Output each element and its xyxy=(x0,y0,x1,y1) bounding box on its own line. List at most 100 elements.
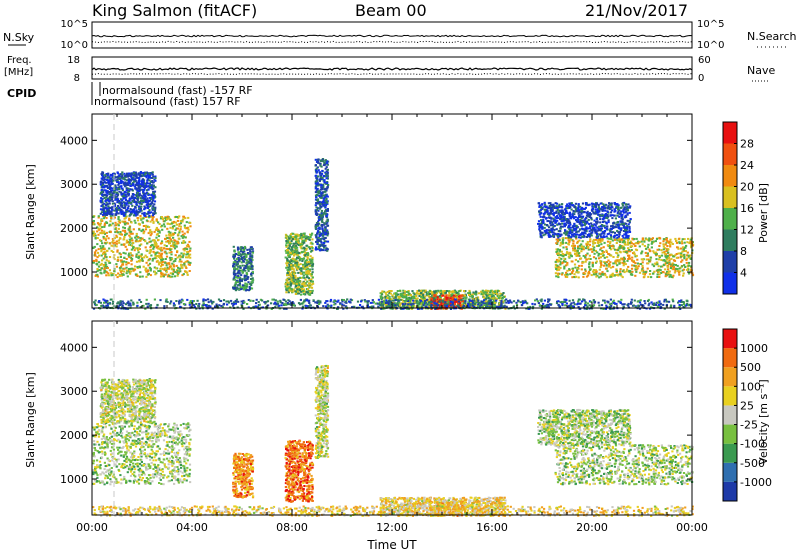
heatmap-cell xyxy=(248,257,251,260)
heatmap-cell xyxy=(154,206,157,209)
heatmap-cell xyxy=(243,258,246,261)
heatmap-cell xyxy=(662,240,665,243)
heatmap-cell xyxy=(122,251,125,254)
heatmap-cell xyxy=(288,263,291,266)
heatmap-cell xyxy=(302,293,305,295)
heatmap-cell xyxy=(658,273,661,276)
heatmap-cell xyxy=(148,216,151,219)
heatmap-cell xyxy=(146,207,150,209)
heatmap-cell xyxy=(189,225,192,228)
heatmap-cell xyxy=(183,248,186,251)
heatmap-cell xyxy=(574,266,577,269)
heatmap-cell xyxy=(100,205,103,208)
heatmap-cell xyxy=(314,234,317,237)
heatmap-cell xyxy=(287,285,290,288)
heatmap-cell xyxy=(187,216,190,219)
heatmap-cell xyxy=(128,270,131,273)
heatmap-cell xyxy=(123,270,126,273)
heatmap-cell xyxy=(326,249,329,252)
heatmap-cell xyxy=(111,187,114,190)
heatmap-cell xyxy=(416,292,419,295)
heatmap-cell xyxy=(251,279,254,282)
heatmap-cell xyxy=(130,183,133,186)
heatmap-cell xyxy=(175,227,178,230)
heatmap-cell xyxy=(441,290,445,293)
heatmap-cell xyxy=(304,237,307,240)
heatmap-cell xyxy=(126,182,129,185)
heatmap-cell xyxy=(118,219,121,222)
heatmap-cell xyxy=(307,246,310,249)
heatmap-cell xyxy=(415,297,418,300)
heatmap-cell xyxy=(600,263,603,266)
heatmap-cell xyxy=(572,242,575,245)
heatmap-cell xyxy=(135,195,138,197)
heatmap-cell xyxy=(649,256,652,259)
heatmap-cell xyxy=(170,253,173,256)
heatmap-cell xyxy=(291,271,294,274)
heatmap-cell xyxy=(234,283,237,286)
heatmap-cell xyxy=(554,272,557,275)
heatmap-cell xyxy=(167,267,170,270)
heatmap-cell xyxy=(165,262,168,265)
heatmap-cell xyxy=(145,182,149,185)
heatmap-cell xyxy=(159,257,162,260)
heatmap-cell xyxy=(136,236,139,238)
heatmap-cell xyxy=(109,174,112,177)
heatmap-cell xyxy=(153,178,156,181)
heatmap-cell xyxy=(119,253,122,256)
heatmap-cell xyxy=(493,301,496,304)
heatmap-cell xyxy=(601,239,604,242)
heatmap-cell xyxy=(324,187,327,190)
heatmap-cell xyxy=(143,187,146,190)
heatmap-cell xyxy=(104,255,107,258)
heatmap-cell xyxy=(107,205,110,208)
heatmap-cell xyxy=(149,234,152,237)
heatmap-cell xyxy=(493,303,496,306)
heatmap-cell xyxy=(433,295,436,298)
heatmap-cell xyxy=(320,232,323,235)
heatmap-cell xyxy=(182,239,185,242)
heatmap-cell xyxy=(235,264,238,267)
heatmap-cell xyxy=(182,235,185,238)
heatmap-cell xyxy=(672,266,676,268)
heatmap-cell xyxy=(232,253,235,256)
heatmap-cell xyxy=(173,239,176,242)
heatmap-cell xyxy=(236,246,240,249)
heatmap-cell xyxy=(484,300,487,303)
heatmap-cell xyxy=(143,188,146,191)
heatmap-cell xyxy=(100,197,103,200)
heatmap-cell xyxy=(167,230,170,233)
heatmap-cell xyxy=(314,191,317,194)
heatmap-cell xyxy=(320,209,323,212)
heatmap-cell xyxy=(174,221,177,224)
heatmap-cell xyxy=(145,224,148,227)
heatmap-cell xyxy=(112,179,115,182)
heatmap-cell xyxy=(402,300,405,303)
heatmap-cell xyxy=(102,213,105,216)
heatmap-cell xyxy=(150,197,153,200)
heatmap-cell xyxy=(116,249,119,252)
heatmap-cell xyxy=(326,181,329,183)
heatmap-cell xyxy=(131,200,134,203)
heatmap-cell xyxy=(487,305,490,308)
heatmap-cell xyxy=(494,296,497,299)
heatmap-cell xyxy=(299,263,302,266)
heatmap-cell xyxy=(93,251,97,254)
heatmap-cell xyxy=(244,269,247,272)
heatmap-cell xyxy=(656,248,659,251)
heatmap-cell xyxy=(170,267,173,270)
heatmap-cell xyxy=(680,240,683,243)
heatmap-cell xyxy=(326,174,329,177)
heatmap-cell xyxy=(402,292,405,295)
heatmap-cell xyxy=(155,228,158,231)
heatmap-cell xyxy=(122,260,126,263)
heatmap-cell xyxy=(618,273,621,276)
heatmap-cell xyxy=(288,278,291,281)
noise-tick-right-bottom: 10^0 xyxy=(697,40,724,51)
heatmap-cell xyxy=(154,212,157,215)
heatmap-cell xyxy=(153,210,156,213)
heatmap-cell xyxy=(318,247,321,250)
heatmap-cell xyxy=(285,266,288,269)
heatmap-cell xyxy=(232,245,235,248)
heatmap-cell xyxy=(188,240,191,243)
